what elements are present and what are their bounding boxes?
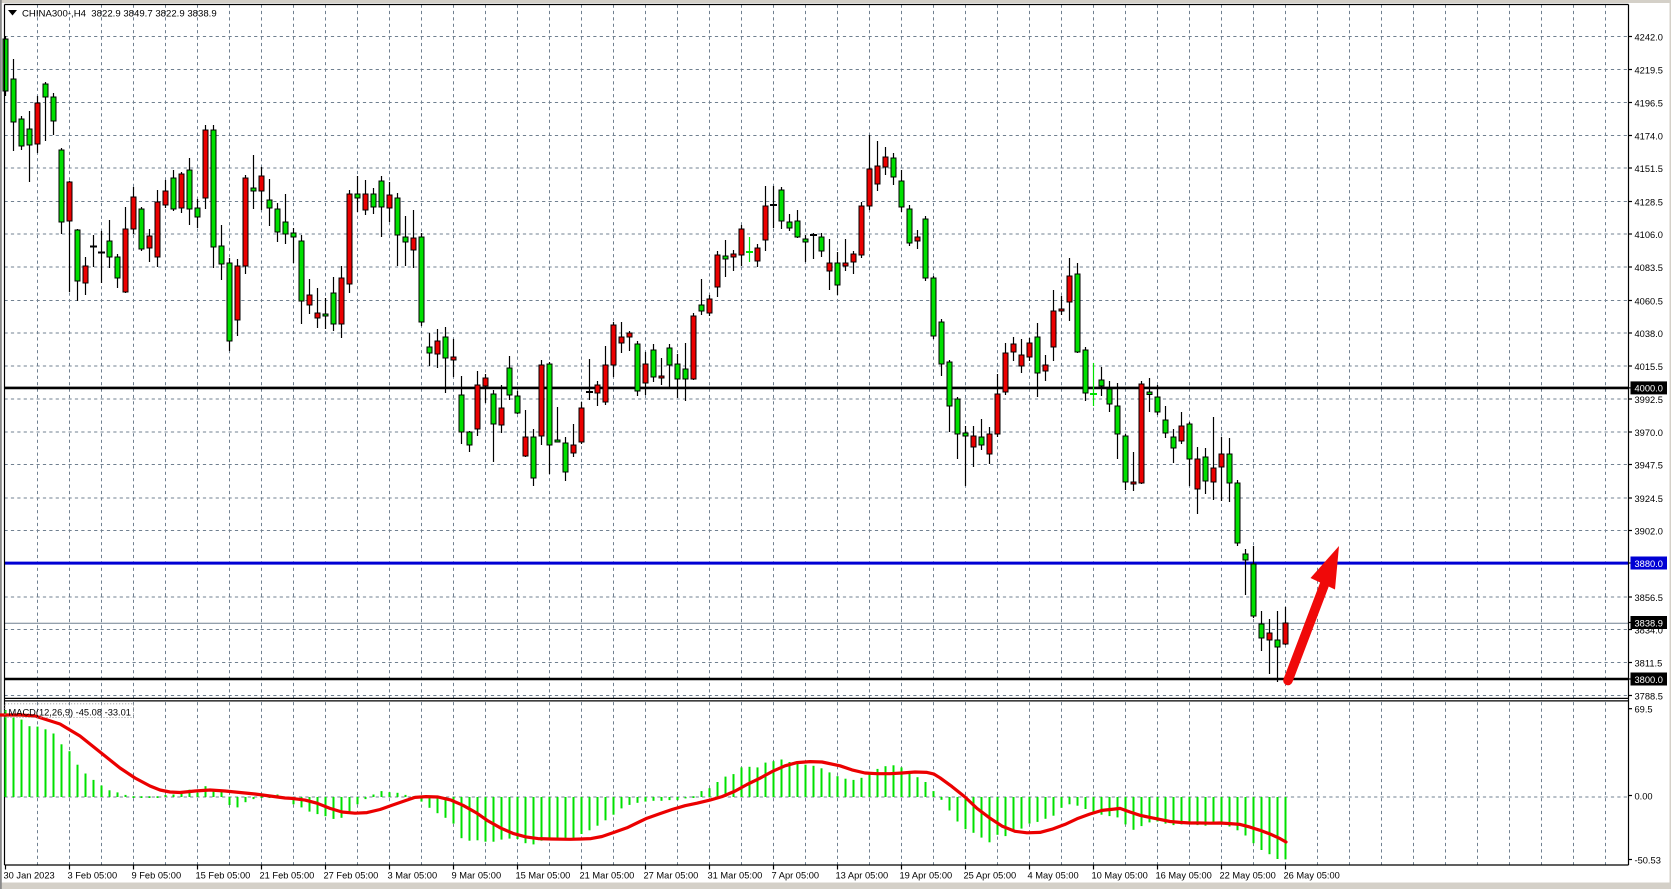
svg-text:3788.5: 3788.5 (1635, 691, 1663, 701)
svg-text:0.00: 0.00 (1635, 791, 1653, 801)
svg-text:4038.0: 4038.0 (1635, 329, 1663, 339)
svg-text:4219.5: 4219.5 (1635, 65, 1663, 75)
svg-text:4128.5: 4128.5 (1635, 197, 1663, 207)
svg-text:31 Mar 05:00: 31 Mar 05:00 (708, 871, 763, 881)
svg-text:4083.5: 4083.5 (1635, 263, 1663, 273)
svg-text:4060.5: 4060.5 (1635, 296, 1663, 306)
svg-text:15 Feb 05:00: 15 Feb 05:00 (196, 871, 251, 881)
svg-text:3838.9: 3838.9 (1635, 618, 1663, 628)
svg-text:4196.5: 4196.5 (1635, 98, 1663, 108)
svg-text:CHINA300-,H4 3822.9 3849.7 38: CHINA300-,H4 3822.9 3849.7 3822.9 3838.9 (22, 9, 217, 20)
svg-text:4242.0: 4242.0 (1635, 32, 1663, 42)
svg-text:10 May 05:00: 10 May 05:00 (1092, 871, 1148, 881)
svg-text:9 Mar 05:00: 9 Mar 05:00 (452, 871, 502, 881)
svg-text:3924.5: 3924.5 (1635, 494, 1663, 504)
svg-text:9 Feb 05:00: 9 Feb 05:00 (132, 871, 182, 881)
svg-text:25 Apr 05:00: 25 Apr 05:00 (964, 871, 1017, 881)
svg-text:-50.53: -50.53 (1635, 855, 1661, 865)
svg-text:3811.5: 3811.5 (1635, 658, 1663, 668)
svg-text:4174.0: 4174.0 (1635, 131, 1663, 141)
svg-text:4151.5: 4151.5 (1635, 164, 1663, 174)
svg-text:MACD(12,26,9) -45.08 -33.01: MACD(12,26,9) -45.08 -33.01 (9, 707, 131, 717)
svg-text:3880.0: 3880.0 (1635, 559, 1663, 569)
svg-text:15 Mar 05:00: 15 Mar 05:00 (516, 871, 571, 881)
svg-text:4106.0: 4106.0 (1635, 230, 1663, 240)
svg-text:21 Mar 05:00: 21 Mar 05:00 (580, 871, 635, 881)
svg-text:19 Apr 05:00: 19 Apr 05:00 (900, 871, 953, 881)
svg-text:3902.0: 3902.0 (1635, 526, 1663, 536)
svg-text:4 May 05:00: 4 May 05:00 (1028, 871, 1079, 881)
svg-text:3856.5: 3856.5 (1635, 593, 1663, 603)
svg-text:27 Feb 05:00: 27 Feb 05:00 (324, 871, 379, 881)
svg-text:3800.0: 3800.0 (1635, 675, 1663, 685)
svg-text:13 Apr 05:00: 13 Apr 05:00 (836, 871, 889, 881)
svg-text:27 Mar 05:00: 27 Mar 05:00 (644, 871, 699, 881)
svg-text:22 May 05:00: 22 May 05:00 (1220, 871, 1276, 881)
svg-text:3 Feb 05:00: 3 Feb 05:00 (68, 871, 118, 881)
svg-text:3834.0: 3834.0 (1635, 625, 1663, 635)
svg-text:69.5: 69.5 (1635, 705, 1653, 715)
svg-text:30 Jan 2023: 30 Jan 2023 (4, 871, 55, 881)
svg-text:26 May 05:00: 26 May 05:00 (1284, 871, 1340, 881)
svg-text:7 Apr 05:00: 7 Apr 05:00 (772, 871, 820, 881)
svg-text:3 Mar 05:00: 3 Mar 05:00 (388, 871, 438, 881)
svg-text:3970.0: 3970.0 (1635, 428, 1663, 438)
svg-text:16 May 05:00: 16 May 05:00 (1156, 871, 1212, 881)
svg-text:4000.0: 4000.0 (1635, 384, 1663, 394)
svg-text:3947.5: 3947.5 (1635, 460, 1663, 470)
svg-text:21 Feb 05:00: 21 Feb 05:00 (260, 871, 315, 881)
svg-text:4015.5: 4015.5 (1635, 362, 1663, 372)
svg-text:3992.5: 3992.5 (1635, 395, 1663, 405)
